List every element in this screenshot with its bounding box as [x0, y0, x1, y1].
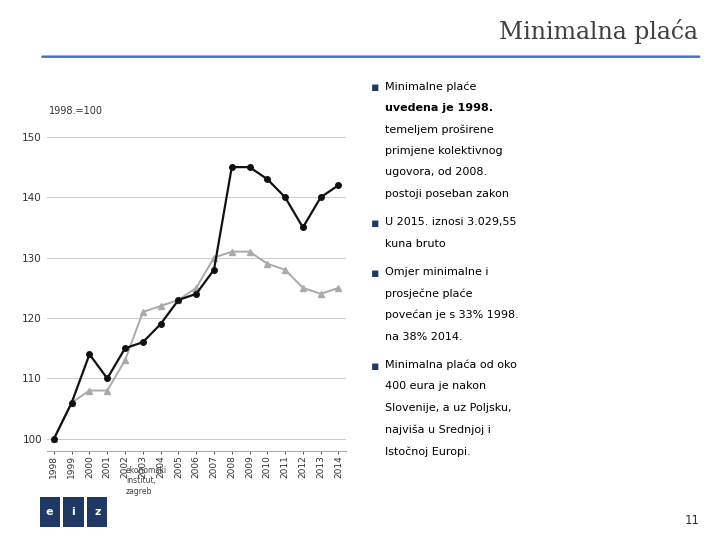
Text: i: i — [71, 507, 76, 517]
Text: z: z — [94, 507, 100, 517]
Text: ▪: ▪ — [371, 360, 379, 373]
Text: uvedena je 1998.: uvedena je 1998. — [385, 103, 493, 113]
Text: primjene kolektivnog: primjene kolektivnog — [385, 146, 503, 156]
Text: na 38% 2014.: na 38% 2014. — [385, 332, 463, 342]
Text: Istočnoj Europi.: Istočnoj Europi. — [385, 446, 471, 456]
Text: Minimalna plaća: Minimalna plaća — [500, 19, 698, 44]
Text: najviša u Srednjoj i: najviša u Srednjoj i — [385, 424, 491, 435]
Text: e: e — [46, 507, 53, 517]
Text: kuna bruto: kuna bruto — [385, 239, 446, 249]
Text: Minimalna plaća od oko: Minimalna plaća od oko — [385, 360, 517, 370]
Text: prosječne plaće: prosječne plaće — [385, 288, 473, 299]
Text: povećan je s 33% 1998.: povećan je s 33% 1998. — [385, 310, 519, 320]
Text: 1998.=100: 1998.=100 — [48, 106, 102, 116]
Text: U 2015. iznosi 3.029,55: U 2015. iznosi 3.029,55 — [385, 217, 517, 227]
Text: ▪: ▪ — [371, 217, 379, 230]
Text: Minimalne plaće: Minimalne plaće — [385, 81, 477, 91]
Text: postoji poseban zakon: postoji poseban zakon — [385, 189, 509, 199]
Text: ▪: ▪ — [371, 81, 379, 94]
Text: ▪: ▪ — [371, 267, 379, 280]
Text: 11: 11 — [685, 514, 700, 526]
Text: ekonomski
institut,
zagreb: ekonomski institut, zagreb — [126, 466, 167, 496]
Text: ugovora, od 2008.: ugovora, od 2008. — [385, 167, 487, 178]
Text: Omjer minimalne i: Omjer minimalne i — [385, 267, 489, 277]
Text: 400 eura je nakon: 400 eura je nakon — [385, 381, 486, 391]
Text: temeljem proširene: temeljem proširene — [385, 124, 494, 134]
Text: Slovenije, a uz Poljsku,: Slovenije, a uz Poljsku, — [385, 403, 512, 413]
